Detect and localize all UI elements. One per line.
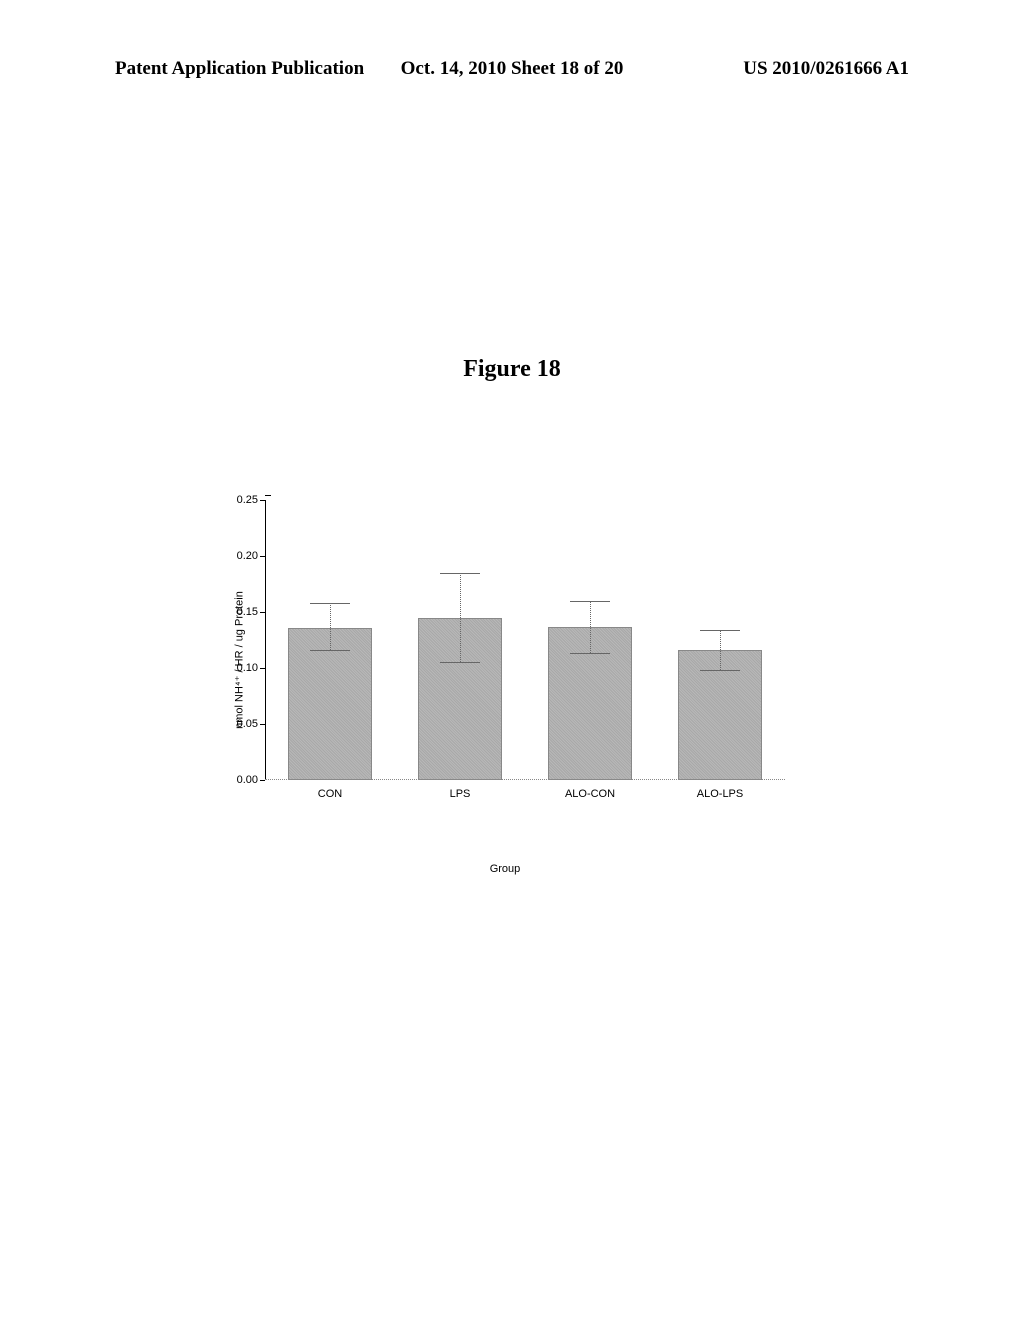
y-axis-top-tick (265, 495, 271, 496)
y-tick-label: 0.05 (223, 718, 258, 730)
figure-title: Figure 18 (0, 356, 1024, 383)
y-tick-label: 0.10 (223, 662, 258, 674)
y-tick (260, 780, 265, 781)
y-axis-line (265, 500, 266, 780)
y-tick (260, 500, 265, 501)
bar-chart: nmol NH⁴⁺ / HR / ug Protein 0.000.050.10… (210, 490, 800, 830)
page-header: Patent Application Publication Oct. 14, … (0, 58, 1024, 80)
plot-area: 0.000.050.100.150.200.25 CONLPSALO-CONAL… (265, 500, 785, 780)
x-tick-label: LPS (450, 788, 471, 800)
y-tick-label: 0.20 (223, 550, 258, 562)
error-cap-upper (310, 603, 350, 604)
y-tick-label: 0.00 (223, 774, 258, 786)
error-cap-lower (700, 670, 740, 671)
error-bar (720, 630, 721, 670)
y-tick-label: 0.25 (223, 494, 258, 506)
y-tick (260, 724, 265, 725)
error-cap-lower (570, 653, 610, 654)
y-tick (260, 612, 265, 613)
error-bar (460, 573, 461, 663)
y-tick (260, 556, 265, 557)
y-tick-label: 0.15 (223, 606, 258, 618)
x-axis-label: Group (490, 863, 521, 875)
error-cap-upper (700, 630, 740, 631)
header-date-sheet: Oct. 14, 2010 Sheet 18 of 20 (380, 58, 645, 80)
header-patent-number: US 2010/0261666 A1 (644, 58, 909, 80)
error-bar (330, 603, 331, 650)
error-cap-upper (440, 573, 480, 574)
error-cap-lower (310, 650, 350, 651)
x-tick-label: CON (318, 788, 342, 800)
header-publication: Patent Application Publication (115, 58, 380, 80)
x-tick-label: ALO-CON (565, 788, 615, 800)
error-bar (590, 601, 591, 654)
error-cap-lower (440, 662, 480, 663)
error-cap-upper (570, 601, 610, 602)
x-tick-label: ALO-LPS (697, 788, 743, 800)
y-tick (260, 668, 265, 669)
